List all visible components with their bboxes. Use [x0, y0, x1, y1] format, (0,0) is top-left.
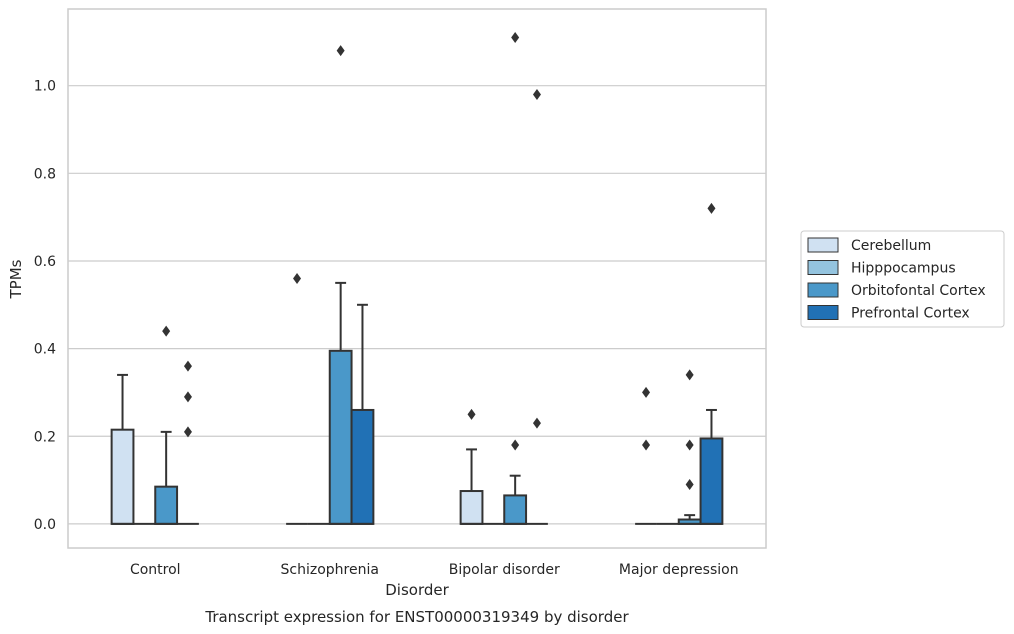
- outlier-point: [336, 45, 345, 57]
- outlier-point: [511, 31, 520, 43]
- x-axis-label: Disorder: [385, 581, 449, 599]
- y-tick-label: 0.2: [34, 429, 56, 445]
- legend-entry: Prefrontal Cortex: [851, 306, 970, 322]
- legend-entry: Cerebellum: [851, 238, 931, 254]
- chart-caption: Transcript expression for ENST0000031934…: [204, 608, 629, 626]
- box: [154, 485, 179, 525]
- outlier-point: [685, 478, 694, 490]
- legend-entry: Hipppocampus: [851, 261, 956, 277]
- box: [350, 408, 375, 525]
- legend-swatch: [807, 260, 839, 275]
- outlier-point: [642, 386, 651, 398]
- legend-swatch: [807, 282, 839, 298]
- outlier-point: [532, 88, 541, 100]
- outlier-point: [511, 439, 520, 451]
- gridlines: [68, 85, 766, 525]
- outlier-point: [642, 439, 651, 451]
- y-tick-label: 0.6: [34, 254, 56, 270]
- outlier-point: [183, 391, 192, 403]
- outliers: [162, 31, 716, 490]
- outlier-point: [162, 325, 171, 337]
- box: [503, 494, 528, 525]
- legend-swatch: [807, 305, 839, 320]
- legend-swatch: [807, 237, 839, 253]
- outlier-point: [707, 202, 716, 214]
- y-tick-label: 0.0: [34, 517, 56, 533]
- outlier-point: [532, 417, 541, 429]
- outlier-point: [293, 273, 302, 284]
- legend: Cerebellum Hipppocampus Orbitofontal Corte…: [800, 230, 1005, 328]
- y-tick-label: 0.4: [34, 342, 56, 358]
- legend-frame: [800, 230, 1005, 328]
- x-axis-ticks: Control Schizophrenia Bipolar disorder Majo…: [130, 562, 739, 578]
- box: [699, 437, 724, 525]
- y-tick-label: 0.8: [34, 166, 56, 182]
- outlier-point: [183, 426, 192, 438]
- outlier-point: [685, 369, 694, 381]
- x-tick-label: Schizophrenia: [281, 562, 379, 578]
- x-tick-label: Control: [130, 562, 181, 578]
- outlier-point: [685, 439, 694, 451]
- y-tick-label: 1.0: [34, 79, 56, 95]
- outlier-point: [467, 408, 476, 420]
- plot-area-frame: [67, 8, 767, 549]
- outlier-point: [183, 360, 192, 372]
- legend-entry: Orbitofontal Cortex: [851, 283, 986, 299]
- x-tick-label: Major depression: [619, 562, 739, 578]
- box: [328, 349, 353, 525]
- box: [459, 490, 484, 525]
- x-tick-label: Bipolar disorder: [449, 562, 560, 578]
- y-axis-label: TPMs: [7, 259, 25, 299]
- y-axis-ticks: 0.0 0.2 0.4 0.6 0.8 1.0: [34, 79, 56, 533]
- boxes: [110, 281, 724, 525]
- box: [110, 428, 135, 525]
